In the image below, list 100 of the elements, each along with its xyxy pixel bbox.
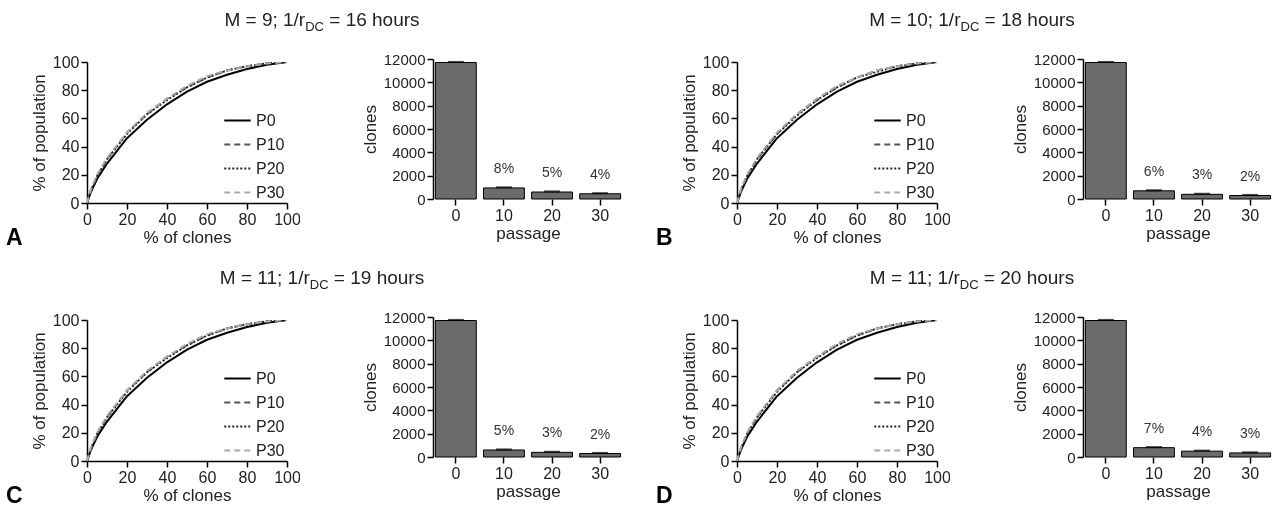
x-tick-label: 80 xyxy=(238,210,257,228)
x-tick-label: 0 xyxy=(451,206,461,224)
x-axis-title: % of clones xyxy=(143,227,232,247)
annotation: 6% xyxy=(1143,162,1165,179)
y-tick-label: 100 xyxy=(52,53,80,71)
y-tick-label: 100 xyxy=(702,53,730,71)
x-tick-label: 0 xyxy=(733,468,743,486)
x-tick-label: 30 xyxy=(591,464,610,482)
legend-label: P0 xyxy=(256,369,276,387)
annotation: 5% xyxy=(541,164,563,180)
y-tick-label: 0 xyxy=(417,190,426,208)
y-tick-label: 12000 xyxy=(1033,308,1076,326)
y-tick-label: 40 xyxy=(711,396,730,414)
y-tick-label: 2000 xyxy=(1042,167,1076,185)
x-tick-label: 80 xyxy=(888,210,907,228)
legend-label: P20 xyxy=(906,159,935,177)
chart-title: M = 9; 1/r$_{DC}$ = 16 hours xyxy=(224,9,420,34)
x-tick-label: 100 xyxy=(924,210,951,228)
annotation: 4% xyxy=(590,165,611,182)
x-tick-label: 80 xyxy=(888,468,907,486)
x-tick-label: 0 xyxy=(1101,464,1111,482)
x-tick-label: 30 xyxy=(591,206,610,224)
x-tick-label: 10 xyxy=(1145,206,1163,224)
x-tick-label: 20 xyxy=(768,468,787,486)
x-tick-label: 100 xyxy=(924,468,951,486)
y-axis-title: clones xyxy=(360,362,380,413)
y-tick-label: 10000 xyxy=(383,331,426,349)
y-tick-label: 8000 xyxy=(1042,355,1076,373)
x-tick-label: 20 xyxy=(1193,206,1212,224)
x-tick-label: 80 xyxy=(238,468,257,486)
y-tick-label: 80 xyxy=(711,339,730,357)
annotation: 3% xyxy=(1191,166,1213,183)
chart-title: M = 10; 1/r$_{DC}$ = 18 hours xyxy=(869,9,1075,34)
y-tick-label: 0 xyxy=(1067,448,1076,466)
x-tick-label: 30 xyxy=(1241,206,1260,224)
annotation: 5% xyxy=(493,422,515,438)
legend-label: P30 xyxy=(256,441,285,459)
annotation: 7% xyxy=(1143,419,1165,436)
y-axis-title: clones xyxy=(1010,104,1030,155)
x-tick-label: 10 xyxy=(495,206,513,224)
y-tick-label: 80 xyxy=(711,81,730,99)
y-tick-label: 100 xyxy=(702,311,730,329)
y-tick-label: 60 xyxy=(711,367,730,385)
y-tick-label: 4000 xyxy=(1042,143,1076,161)
x-tick-label: 40 xyxy=(158,468,177,486)
x-axis-title: passage xyxy=(1146,223,1211,243)
x-axis-title: passage xyxy=(1146,481,1211,501)
x-tick-label: 40 xyxy=(158,210,177,228)
x-axis-title: % of clones xyxy=(793,227,882,247)
y-tick-label: 4000 xyxy=(392,401,426,419)
y-tick-label: 6000 xyxy=(1042,120,1076,138)
y-tick-label: 4000 xyxy=(392,143,426,161)
legend-label: P0 xyxy=(256,111,276,129)
y-tick-label: 10000 xyxy=(1033,331,1076,349)
legend-label: P0 xyxy=(906,111,926,129)
y-axis-title: clones xyxy=(1010,362,1030,413)
legend-label: P0 xyxy=(906,369,926,387)
x-axis-title: % of clones xyxy=(793,485,882,505)
annotation: 2% xyxy=(1240,167,1261,184)
x-tick-label: 0 xyxy=(451,464,461,482)
y-tick-label: 12000 xyxy=(383,308,426,326)
x-tick-label: 100 xyxy=(274,210,301,228)
x-tick-label: 60 xyxy=(198,210,217,228)
x-tick-label: 60 xyxy=(198,468,217,486)
x-tick-label: 0 xyxy=(1101,206,1111,224)
y-tick-label: 60 xyxy=(711,109,730,127)
y-tick-label: 8000 xyxy=(1042,97,1076,115)
x-axis-title: passage xyxy=(496,223,561,243)
y-tick-label: 0 xyxy=(1067,190,1076,208)
y-tick-label: 80 xyxy=(61,81,80,99)
x-tick-label: 20 xyxy=(543,206,562,224)
y-tick-label: 2000 xyxy=(392,425,426,443)
y-tick-label: 8000 xyxy=(392,97,426,115)
x-tick-label: 0 xyxy=(83,468,93,486)
legend-label: P20 xyxy=(906,417,935,435)
y-tick-label: 0 xyxy=(417,448,426,466)
x-tick-label: 100 xyxy=(274,468,301,486)
y-tick-label: 40 xyxy=(61,138,80,156)
y-tick-label: 6000 xyxy=(1042,378,1076,396)
y-tick-label: 2000 xyxy=(1042,425,1076,443)
y-tick-label: 20 xyxy=(711,424,730,442)
y-tick-label: 40 xyxy=(61,396,80,414)
legend-label: P30 xyxy=(906,441,935,459)
y-tick-label: 12000 xyxy=(1033,50,1076,68)
annotation: 3% xyxy=(1240,424,1261,441)
x-tick-label: 10 xyxy=(495,464,513,482)
x-tick-label: 40 xyxy=(808,210,827,228)
x-tick-label: 20 xyxy=(118,468,137,486)
y-tick-label: 10000 xyxy=(383,73,426,91)
text: A xyxy=(6,224,23,251)
legend-label: P10 xyxy=(256,135,285,153)
y-axis-title: % of population xyxy=(679,74,699,192)
annotation: 4% xyxy=(1191,423,1213,440)
text: B xyxy=(656,224,673,251)
x-tick-label: 40 xyxy=(808,468,827,486)
annotation: 2% xyxy=(590,425,611,442)
x-tick-label: 0 xyxy=(733,210,743,228)
y-tick-label: 6000 xyxy=(392,378,426,396)
y-tick-label: 20 xyxy=(61,424,80,442)
y-tick-label: 0 xyxy=(70,194,80,212)
